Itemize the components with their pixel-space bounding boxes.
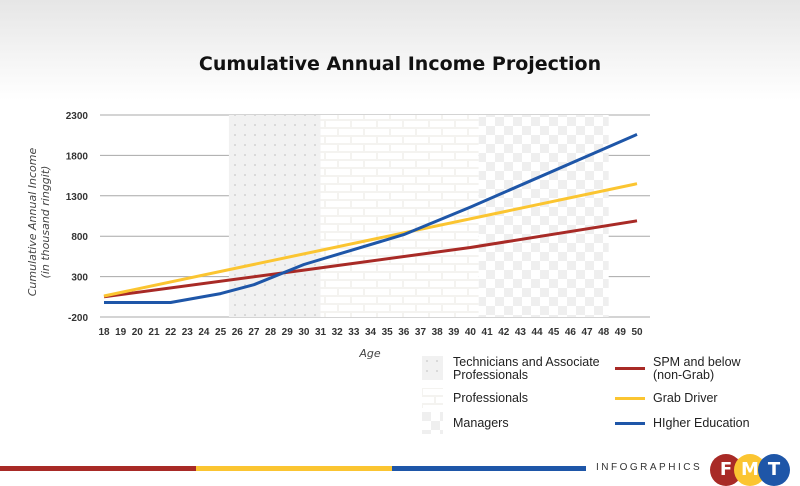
legend-swatch-bricks [422,388,443,412]
footer-bar-yellow [196,466,392,471]
x-tick-label: 33 [348,327,360,338]
x-tick-label: 38 [432,327,444,338]
x-tick-label: 49 [615,327,627,338]
x-tick-label: 29 [282,327,294,338]
x-tick-label: 34 [365,327,377,338]
y-tick-label: 300 [71,273,88,284]
x-tick-label: 35 [382,327,394,338]
x-tick-label: 18 [98,327,110,338]
x-axis-label: Age [358,347,381,360]
legend-label-technicians: Technicians and Associate Professionals [453,355,600,382]
x-tick-label: 21 [148,327,160,338]
legend-label-spm: SPM and below (non-Grab) [653,355,741,382]
footer-text: INFOGRAPHICS [596,462,703,473]
x-tick-label: 44 [532,327,544,338]
x-tick-label: 20 [132,327,144,338]
x-tick-label: 30 [298,327,310,338]
y-tick-label: -200 [68,313,88,324]
footer-bar-red [0,466,196,471]
x-tick-label: 37 [415,327,427,338]
x-tick-label: 46 [565,327,577,338]
x-tick-label: 42 [498,327,510,338]
x-tick-label: 24 [198,327,210,338]
band-bricks [320,115,479,317]
legend-label-managers: Managers [453,416,509,430]
y-axis-label-line2: (in thousand ringgit) [39,166,52,279]
y-tick-label: 1300 [66,192,89,203]
x-tick-label: 36 [398,327,410,338]
x-tick-label: 22 [165,327,177,338]
legend-swatch-checker [422,412,443,438]
legend-line-grab [615,397,645,400]
x-tick-label: 31 [315,327,327,338]
legend-label-grab: Grab Driver [653,391,718,405]
y-tick-label: 2300 [66,111,89,122]
x-tick-label: 27 [248,327,260,338]
x-tick-label: 25 [215,327,227,338]
x-tick-label: 41 [482,327,494,338]
x-tick-label: 23 [182,327,194,338]
series-line-1 [103,182,638,298]
x-tick-label: 43 [515,327,527,338]
band-checker [478,115,609,317]
series-line-0 [103,219,638,299]
x-tick-label: 45 [548,327,560,338]
chart-title: Cumulative Annual Income Projection [198,53,602,75]
x-tick-label: 28 [265,327,277,338]
logo-letter-t: T [758,454,790,486]
x-tick-label: 47 [581,327,593,338]
legend-swatch-dots [422,356,443,384]
y-tick-label: 1800 [66,151,89,162]
legend-label-professionals: Professionals [453,391,529,405]
x-tick-label: 26 [232,327,244,338]
x-tick-label: 50 [631,327,643,338]
legend-line-higher-ed [615,422,645,425]
y-axis-label-line1: Cumulative Annual Income [26,148,39,297]
x-tick-label: 19 [115,327,127,338]
y-tick-label: 800 [71,232,88,243]
footer-bar-blue [392,466,586,471]
series-line-2 [104,133,638,304]
x-tick-label: 40 [465,327,477,338]
x-tick-label: 39 [448,327,460,338]
band-dots [228,115,321,317]
legend-line-spm [615,367,645,370]
x-tick-label: 48 [598,327,610,338]
x-tick-label: 32 [332,327,344,338]
legend-label-higher-ed: HIgher Education [653,416,750,430]
